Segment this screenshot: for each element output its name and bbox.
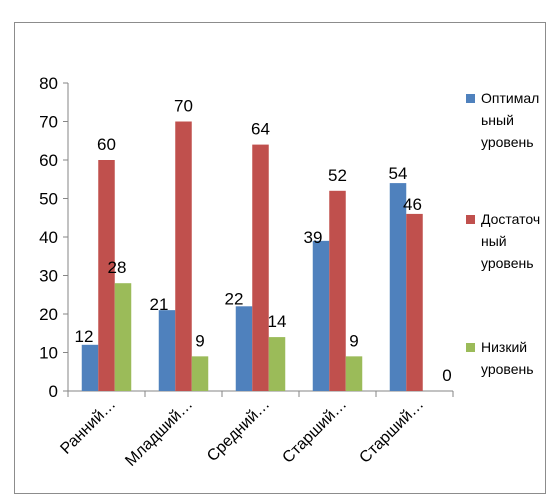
x-tick-label: Старший… bbox=[356, 396, 427, 467]
y-tick-label: 60 bbox=[39, 151, 58, 170]
y-tick-label: 80 bbox=[39, 74, 58, 93]
data-labels: 12 21 22 39 54 60 70 64 52 46 28 9 14 9 0 bbox=[75, 97, 452, 386]
y-tick-label: 40 bbox=[39, 228, 58, 247]
data-label: 54 bbox=[389, 164, 408, 183]
bar bbox=[175, 121, 192, 391]
y-tick-label: 0 bbox=[49, 382, 58, 401]
bar bbox=[81, 344, 99, 391]
y-tick-label: 50 bbox=[39, 190, 58, 209]
legend: Оптимал ьный уровень Достаточ ный уровень Низк… bbox=[466, 90, 540, 377]
legend-swatch bbox=[466, 343, 475, 352]
bar bbox=[312, 240, 330, 391]
data-label: 9 bbox=[195, 331, 204, 350]
bar bbox=[98, 160, 115, 391]
x-tick-label: Младший… bbox=[122, 396, 196, 470]
data-label: 12 bbox=[75, 327, 94, 346]
bar bbox=[235, 306, 253, 391]
legend-swatch bbox=[466, 215, 475, 224]
legend-label: Оптимал bbox=[481, 90, 539, 106]
legend-label: ный bbox=[481, 233, 507, 249]
bar bbox=[252, 144, 269, 391]
bars bbox=[81, 121, 423, 391]
y-tick-label: 70 bbox=[39, 113, 58, 132]
legend-label: уровень bbox=[481, 361, 534, 377]
data-label: 21 bbox=[150, 295, 169, 314]
bar bbox=[345, 356, 363, 391]
y-tick-label: 20 bbox=[39, 305, 58, 324]
y-tick-label: 30 bbox=[39, 267, 58, 286]
x-tick-label: Ранний… bbox=[57, 396, 119, 458]
legend-swatch bbox=[466, 94, 475, 103]
data-label: 46 bbox=[403, 195, 422, 214]
bar bbox=[406, 213, 423, 391]
bar bbox=[114, 283, 132, 391]
data-label: 28 bbox=[108, 258, 127, 277]
legend-label: уровень bbox=[481, 255, 534, 271]
data-label: 52 bbox=[328, 166, 347, 185]
data-label: 22 bbox=[225, 289, 244, 308]
y-tick-label: 10 bbox=[39, 344, 58, 363]
bar bbox=[268, 337, 286, 391]
legend-label: уровень bbox=[481, 134, 534, 150]
data-label: 39 bbox=[304, 228, 323, 247]
bar bbox=[191, 356, 209, 391]
data-label: 64 bbox=[251, 120, 270, 139]
x-tick-label: Старший… bbox=[279, 396, 350, 467]
bar bbox=[158, 310, 176, 391]
legend-label: Достаточ bbox=[481, 211, 540, 227]
x-tick-label: Средний… bbox=[204, 396, 273, 465]
legend-label: ьный bbox=[481, 112, 514, 128]
legend-label: Низкий bbox=[481, 339, 527, 355]
data-label: 70 bbox=[174, 97, 193, 116]
bar bbox=[389, 183, 407, 391]
data-label: 9 bbox=[349, 331, 358, 350]
data-label: 14 bbox=[268, 312, 287, 331]
data-label: 60 bbox=[97, 135, 116, 154]
bar bbox=[329, 190, 346, 391]
data-label: 0 bbox=[442, 366, 451, 385]
